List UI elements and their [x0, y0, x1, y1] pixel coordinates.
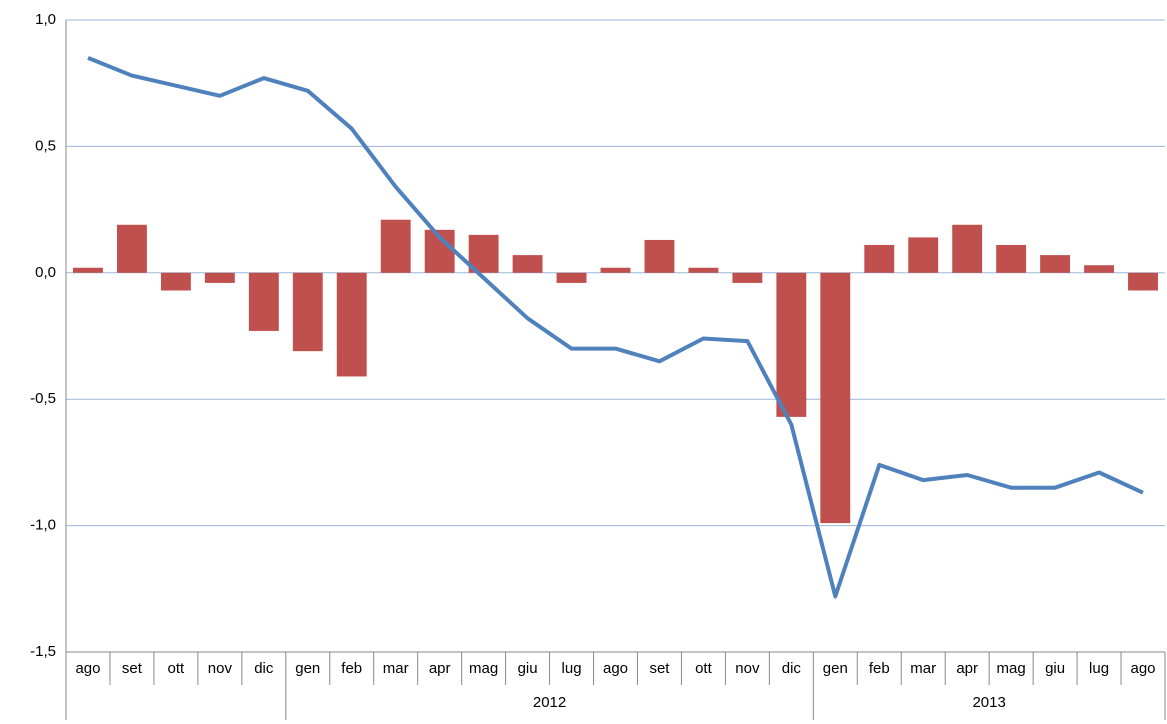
x-tick-label: dic [254, 660, 274, 677]
group-label: 2012 [533, 694, 566, 711]
y-tick-label: 0,0 [35, 264, 56, 281]
bar [160, 272, 191, 291]
bar [1040, 255, 1071, 273]
x-tick-label: set [649, 660, 670, 677]
bar [864, 244, 895, 273]
bar [996, 244, 1027, 273]
bar [336, 272, 367, 377]
bar [292, 272, 323, 352]
line [87, 56, 1144, 599]
x-tick-label: mag [469, 660, 498, 677]
y-tick-label: 0,5 [35, 137, 56, 154]
bar [204, 272, 235, 283]
x-tick-label: set [122, 660, 143, 677]
bar [644, 239, 675, 273]
bar [952, 224, 983, 273]
bar [1084, 265, 1115, 273]
x-tick-label: mag [997, 660, 1026, 677]
y-tick-label: -1,5 [30, 643, 56, 660]
x-tick-label: feb [341, 660, 362, 677]
bar [248, 272, 279, 331]
y-tick-label: 1,0 [35, 11, 56, 28]
bar [688, 267, 719, 273]
bar [908, 237, 939, 273]
x-tick-label: ott [695, 660, 713, 677]
x-tick-label: ott [168, 660, 186, 677]
x-tick-label: ago [1131, 660, 1156, 677]
y-tick-label: -0,5 [30, 390, 56, 407]
x-tick-label: apr [429, 660, 451, 677]
bar [380, 219, 411, 273]
x-tick-label: ago [75, 660, 100, 677]
x-tick-label: nov [735, 660, 760, 677]
bar [732, 272, 763, 283]
bar [556, 272, 587, 283]
x-tick-label: ago [603, 660, 628, 677]
x-tick-label: mar [910, 660, 936, 677]
x-tick-label: mar [383, 660, 409, 677]
x-tick-label: gen [823, 660, 848, 677]
x-tick-label: giu [1045, 660, 1065, 677]
group-label: 2013 [972, 694, 1005, 711]
bar [1128, 272, 1158, 291]
x-tick-label: gen [295, 660, 320, 677]
x-tick-label: giu [518, 660, 538, 677]
x-tick-label: dic [782, 660, 802, 677]
bar [116, 224, 147, 273]
x-tick-label: lug [562, 660, 582, 677]
bar [73, 267, 103, 273]
y-tick-label: -1,0 [30, 517, 56, 534]
bar [600, 267, 631, 273]
x-tick-label: nov [208, 660, 233, 677]
bar [776, 272, 807, 417]
x-tick-label: lug [1089, 660, 1109, 677]
x-tick-label: feb [869, 660, 890, 677]
bar [512, 255, 543, 273]
bar [820, 272, 851, 524]
x-tick-label: apr [956, 660, 978, 677]
